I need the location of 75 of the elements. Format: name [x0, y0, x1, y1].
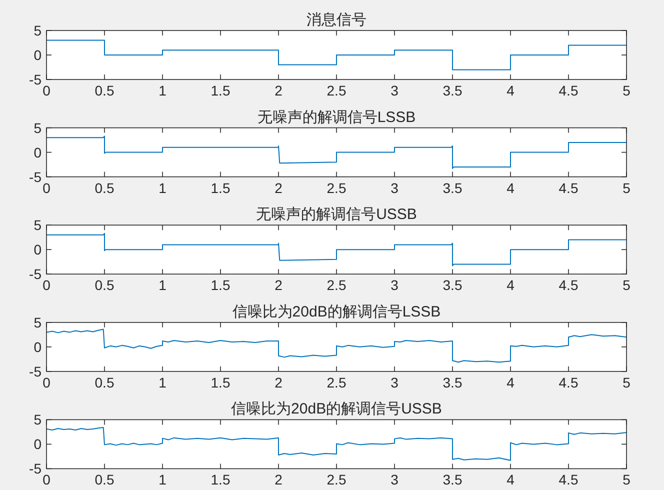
x-tick-label: 0.5: [94, 180, 114, 196]
x-tick-label: 5: [622, 180, 631, 196]
x-tick-label: 2.5: [326, 82, 346, 98]
x-tick-label: 4: [506, 277, 515, 294]
x-tick-label: 5: [622, 277, 631, 294]
x-tick-label: 4.5: [558, 82, 578, 98]
x-tick-label: 3: [390, 277, 399, 294]
x-tick-label: 3.5: [442, 374, 462, 390]
y-tick-label: 0: [34, 436, 42, 452]
x-tick-label: 0.5: [94, 374, 114, 390]
x-tick-label: 1: [158, 374, 167, 390]
x-tick-label: 3.5: [442, 277, 462, 294]
x-tick-label: 2: [274, 180, 283, 196]
line-series: [46, 328, 626, 363]
x-tick-label: 2: [274, 374, 283, 390]
x-tick-label: 2.5: [326, 374, 346, 390]
x-tick-label: 4: [506, 82, 515, 98]
y-tick-label: 0: [34, 242, 42, 258]
x-tick-label: 2.5: [326, 277, 346, 294]
x-tick-label: 4.5: [558, 472, 578, 488]
chart-title: 无噪声的解调信号LSSB: [257, 108, 416, 126]
y-tick-label: -5: [29, 460, 42, 477]
x-tick-label: 1.5: [210, 277, 230, 294]
y-tick-label: 5: [34, 217, 42, 234]
y-tick-label: 5: [34, 120, 42, 136]
y-tick-label: 0: [34, 47, 42, 63]
y-tick-label: 0: [34, 144, 42, 160]
x-tick-label: 5: [622, 472, 631, 488]
x-tick-label: 4.5: [558, 180, 578, 196]
x-tick-label: 2: [274, 472, 283, 488]
y-tick-label: 0: [34, 338, 42, 355]
x-tick-label: 4: [506, 180, 515, 196]
y-tick-label: -5: [29, 266, 42, 282]
line-series: [46, 40, 626, 70]
x-tick-label: 4: [506, 472, 515, 488]
y-tick-label: -5: [29, 168, 42, 185]
x-tick-label: 1.5: [210, 374, 230, 390]
x-tick-label: 2.5: [326, 472, 346, 488]
x-tick-label: 3.5: [442, 180, 462, 196]
x-tick-label: 3: [390, 180, 399, 196]
x-tick-label: 1: [158, 277, 167, 294]
x-tick-label: 1: [158, 82, 167, 98]
x-tick-label: 5: [622, 374, 631, 390]
y-tick-label: -5: [29, 72, 42, 88]
x-tick-label: 4.5: [558, 374, 578, 390]
x-tick-label: 0.5: [94, 472, 114, 488]
y-tick-label: 5: [34, 412, 42, 428]
y-tick-label: 5: [34, 22, 42, 38]
x-tick-label: 0.5: [94, 277, 114, 294]
x-tick-label: 2: [274, 82, 283, 98]
chart-title: 信噪比为20dB的解调信号USSB: [231, 400, 442, 418]
line-series: [46, 427, 626, 461]
chart-title: 信噪比为20dB的解调信号LSSB: [232, 303, 441, 320]
y-tick-label: -5: [29, 363, 42, 380]
x-tick-label: 1.5: [210, 472, 230, 488]
line-series: [46, 136, 626, 169]
x-tick-label: 4.5: [558, 277, 578, 294]
line-series: [46, 232, 626, 266]
x-tick-label: 1: [158, 472, 167, 488]
x-tick-label: 2.5: [326, 180, 346, 196]
x-tick-label: 0.5: [94, 82, 114, 98]
x-tick-label: 3: [390, 374, 399, 390]
chart-title: 无噪声的解调信号USSB: [256, 206, 417, 224]
x-tick-label: 2: [274, 277, 283, 294]
x-tick-label: 3.5: [442, 82, 462, 98]
x-tick-label: 1: [158, 180, 167, 196]
x-tick-label: 3: [390, 82, 399, 98]
x-tick-label: 3: [390, 472, 399, 488]
x-tick-label: 4: [506, 374, 515, 390]
chart-title: 消息信号: [306, 12, 366, 28]
x-tick-label: 1.5: [210, 180, 230, 196]
x-tick-label: 5: [622, 82, 631, 98]
x-tick-label: 1.5: [210, 82, 230, 98]
x-tick-label: 3.5: [442, 472, 462, 488]
y-tick-label: 5: [34, 314, 42, 330]
